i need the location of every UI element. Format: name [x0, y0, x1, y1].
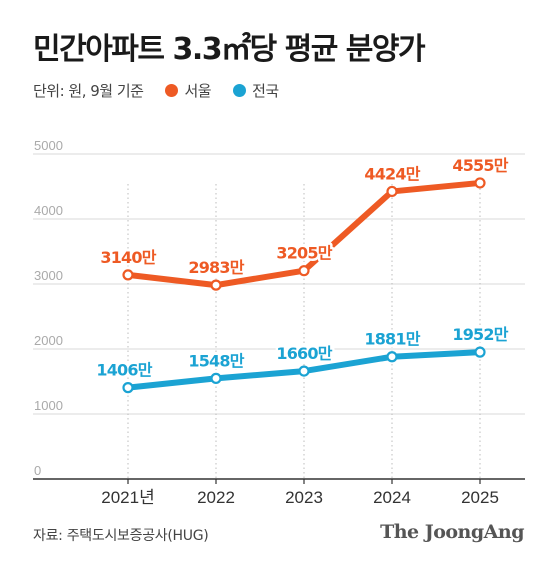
x-tick-label: 2021년	[101, 488, 154, 507]
x-tick-label: 2024	[373, 488, 411, 507]
brand-logo: The JoongAng	[380, 521, 524, 543]
chart-title: 민간아파트 3.3㎡당 평균 분양가	[33, 32, 426, 67]
data-label-national: 1952만	[452, 325, 508, 344]
x-tick-layer: 2021년 2022 2023 2024 2025	[101, 479, 499, 507]
data-point-national	[386, 351, 398, 363]
x-tick-label: 2023	[285, 488, 323, 507]
y-tick-label: 3000	[34, 268, 63, 283]
data-label-seoul: 3205만	[276, 244, 332, 263]
x-tick-label: 2025	[461, 488, 499, 507]
data-label-national: 1548만	[188, 351, 244, 370]
source-note: 자료: 주택도시보증공사(HUG)	[33, 528, 209, 544]
data-point-national	[210, 372, 222, 384]
legend-dot-seoul	[165, 84, 179, 97]
legend-label-national: 전국	[252, 82, 279, 100]
y-tick-label: 0	[34, 463, 41, 478]
series-layer	[122, 177, 486, 394]
data-label-national: 1881만	[364, 330, 420, 349]
data-point-seoul	[474, 177, 486, 189]
y-tick-label: 2000	[34, 333, 63, 348]
legend-row: 단위: 원, 9월 기준 서울 전국	[33, 80, 279, 101]
data-label-national: 1406만	[96, 361, 152, 380]
legend-dot-national	[233, 84, 247, 97]
grid-layer	[33, 153, 525, 480]
y-tick-label: 1000	[34, 398, 63, 413]
unit-note: 단위: 원, 9월 기준	[33, 82, 144, 100]
y-tick-label: 4000	[34, 203, 63, 218]
data-point-seoul	[210, 279, 222, 291]
data-label-seoul: 3140만	[100, 248, 156, 267]
data-label-seoul: 4424만	[364, 164, 420, 183]
data-point-seoul	[298, 265, 310, 277]
data-label-seoul: 4555만	[452, 156, 508, 175]
legend-label-seoul: 서울	[184, 82, 212, 100]
data-point-seoul	[122, 269, 134, 281]
y-tick-layer: 0 1000 2000 3000 4000 5000	[34, 138, 63, 478]
data-point-seoul	[386, 185, 398, 198]
legend-item-national: 전국	[233, 80, 279, 101]
x-tick-label: 2022	[197, 488, 235, 507]
data-label-seoul: 2983만	[188, 258, 244, 277]
legend-item-seoul: 서울	[165, 80, 212, 101]
data-point-national	[474, 346, 486, 358]
data-label-layer: 3140만 2983만 3205만 4424만 4555만 1406만 1548만 1660만…	[94, 153, 512, 382]
data-point-national	[298, 365, 310, 377]
y-tick-label: 5000	[34, 138, 63, 153]
data-point-national	[122, 382, 134, 394]
data-label-national: 1660만	[276, 344, 332, 363]
